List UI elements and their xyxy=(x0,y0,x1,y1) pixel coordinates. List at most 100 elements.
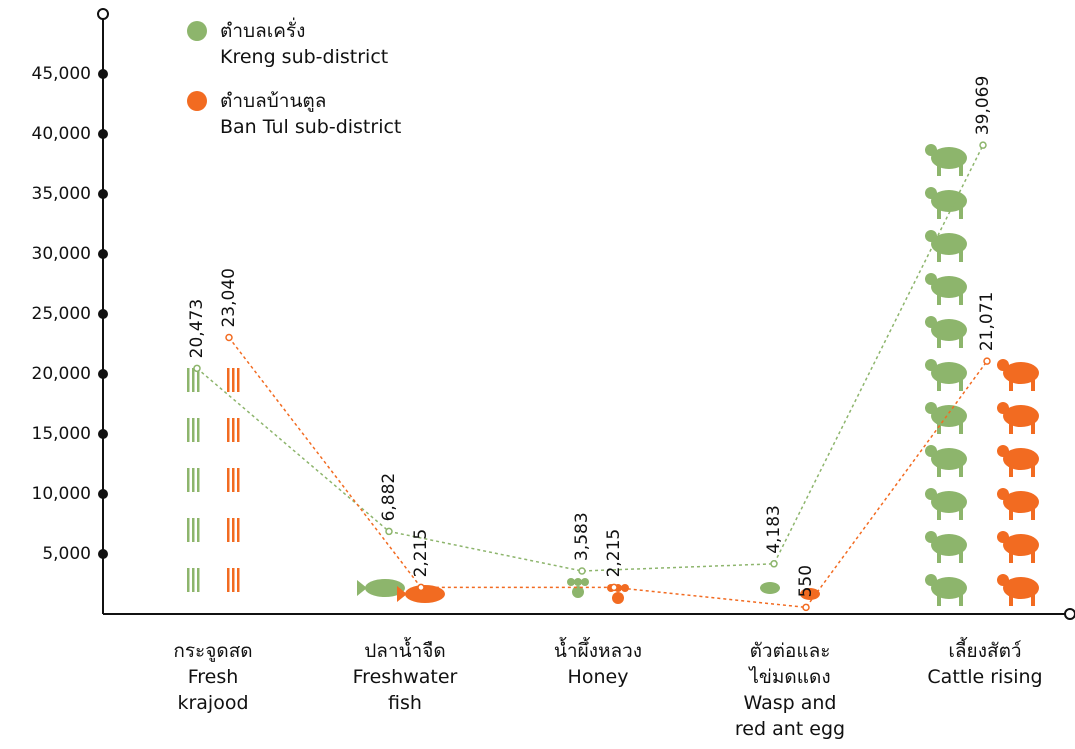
icon-part xyxy=(192,418,195,442)
icon-part xyxy=(197,518,200,542)
icon-part xyxy=(997,359,1009,371)
icon-part xyxy=(192,568,195,592)
icon-part xyxy=(997,574,1009,586)
icon-part xyxy=(959,379,963,391)
y-tick xyxy=(98,369,108,379)
icon-part xyxy=(959,250,963,262)
icon-part xyxy=(187,418,190,442)
point xyxy=(984,358,990,364)
icon-part xyxy=(237,418,240,442)
point xyxy=(418,584,424,590)
x-tick-label: น้ำผึ้งหลวง Honey xyxy=(503,638,693,690)
icon-part xyxy=(997,445,1009,457)
point xyxy=(579,568,585,574)
icon-part xyxy=(227,368,230,392)
icon-part xyxy=(1031,594,1035,606)
icon-part xyxy=(959,594,963,606)
icon-part xyxy=(1009,551,1013,563)
x-tick-label: ตัวต่อและ ไข่มดแดง Wasp and red ant egg xyxy=(695,638,885,742)
y-tick-label: 30,000 xyxy=(32,244,91,264)
icon-part xyxy=(574,578,582,586)
y-tick-label: 45,000 xyxy=(32,64,91,84)
icon-part xyxy=(937,250,941,262)
icon-part xyxy=(997,402,1009,414)
icon-part xyxy=(925,488,937,500)
icon-part xyxy=(959,336,963,348)
icon-part xyxy=(237,518,240,542)
icon-part xyxy=(612,592,624,604)
y-tick-label: 15,000 xyxy=(32,424,91,444)
icon-part xyxy=(1031,422,1035,434)
value-label: 4,183 xyxy=(764,505,784,554)
x-tick-label: เลี้ยงสัตว์ Cattle rising xyxy=(890,638,1075,690)
icon-part xyxy=(187,568,190,592)
icon-part xyxy=(959,422,963,434)
value-label: 39,069 xyxy=(973,76,993,135)
icon-part xyxy=(959,551,963,563)
icon-part xyxy=(1031,508,1035,520)
icon-part xyxy=(937,551,941,563)
y-tick xyxy=(98,129,108,139)
icon-part xyxy=(925,359,937,371)
y-tick xyxy=(98,189,108,199)
y-tick xyxy=(98,429,108,439)
icon-part xyxy=(959,207,963,219)
y-tick xyxy=(98,549,108,559)
y-tick-label: 5,000 xyxy=(42,544,91,564)
icon-part xyxy=(1009,422,1013,434)
icon-part xyxy=(237,468,240,492)
icon-part xyxy=(1009,508,1013,520)
pictogram-stack xyxy=(227,368,240,592)
pictogram-stack xyxy=(187,368,200,592)
legend-label: ตำบลเครั่ง Kreng sub-district xyxy=(220,18,388,70)
point xyxy=(980,142,986,148)
point xyxy=(194,365,200,371)
icon-part xyxy=(192,468,195,492)
icon-part xyxy=(581,578,589,586)
series-line xyxy=(197,145,983,571)
icon-part xyxy=(232,368,235,392)
icon-part xyxy=(937,207,941,219)
icon-part xyxy=(937,465,941,477)
icon-part xyxy=(959,164,963,176)
icon-part xyxy=(937,293,941,305)
icon-part xyxy=(197,418,200,442)
value-label: 23,040 xyxy=(219,268,239,327)
value-label: 2,215 xyxy=(411,529,431,578)
icon-part xyxy=(925,144,937,156)
value-label: 2,215 xyxy=(604,529,624,578)
point xyxy=(611,584,617,590)
legend-swatch xyxy=(187,21,207,41)
icon-part xyxy=(232,468,235,492)
icon-part xyxy=(567,578,575,586)
icon-part xyxy=(232,518,235,542)
y-tick-label: 40,000 xyxy=(32,124,91,144)
point xyxy=(803,604,809,610)
icon-part xyxy=(937,164,941,176)
icon-part xyxy=(237,368,240,392)
value-label: 550 xyxy=(796,565,816,597)
chart: 5,00010,00015,00020,00025,00030,00035,00… xyxy=(0,0,1075,749)
icon-part xyxy=(187,468,190,492)
icon-part xyxy=(925,402,937,414)
point xyxy=(771,561,777,567)
icon-part xyxy=(1031,551,1035,563)
icon-part xyxy=(937,336,941,348)
icon-part xyxy=(227,418,230,442)
icon-part xyxy=(925,531,937,543)
icon-part xyxy=(1009,465,1013,477)
icon-part xyxy=(237,568,240,592)
icon-part xyxy=(959,293,963,305)
icon-part xyxy=(197,468,200,492)
icon-part xyxy=(959,508,963,520)
icon-part xyxy=(925,187,937,199)
icon-part xyxy=(227,518,230,542)
icon-part xyxy=(192,368,195,392)
icon-part xyxy=(925,445,937,457)
icon-part xyxy=(997,488,1009,500)
icon-part xyxy=(1009,594,1013,606)
icon-part xyxy=(925,574,937,586)
pictogram-stack xyxy=(925,144,967,606)
icon-part xyxy=(192,518,195,542)
icon-part xyxy=(997,531,1009,543)
